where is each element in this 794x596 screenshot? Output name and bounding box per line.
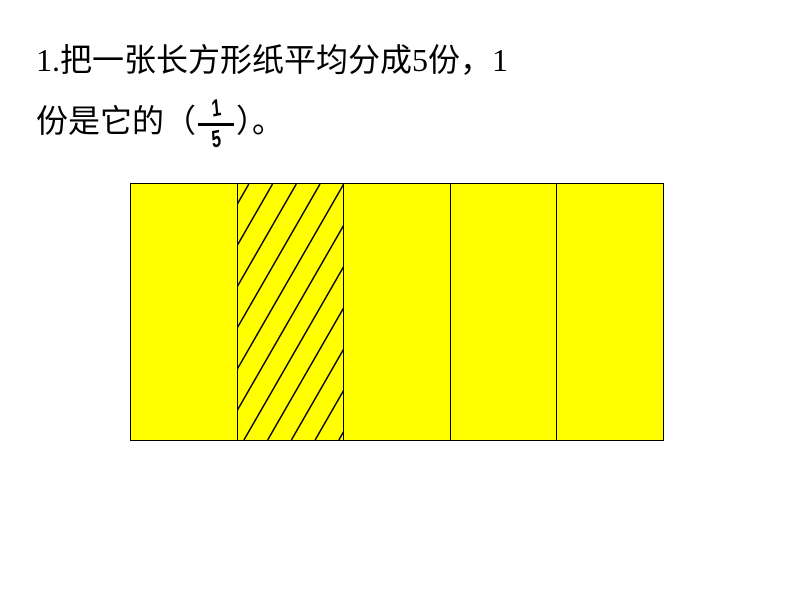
question-block: 1.把一张长方形纸平均分成5份，1 份是它的（ 1 5 ）。 [36,30,756,156]
rectangle-part [238,184,345,440]
rectangle-part [131,184,238,440]
fraction-denominator: 5 [202,125,229,154]
rectangle-part [557,184,663,440]
question-number: 1. [36,42,60,78]
question-line1: 把一张长方形纸平均分成5份，1 [60,42,508,78]
fraction-rectangle [130,183,664,441]
rectangle-part [451,184,558,440]
question-line2-prefix: 份是它的（ [36,103,196,139]
question-line2-suffix: ）。 [236,103,284,139]
fraction-numerator: 1 [202,94,229,123]
fraction-answer: 1 5 [198,97,234,152]
rectangle-part [344,184,451,440]
